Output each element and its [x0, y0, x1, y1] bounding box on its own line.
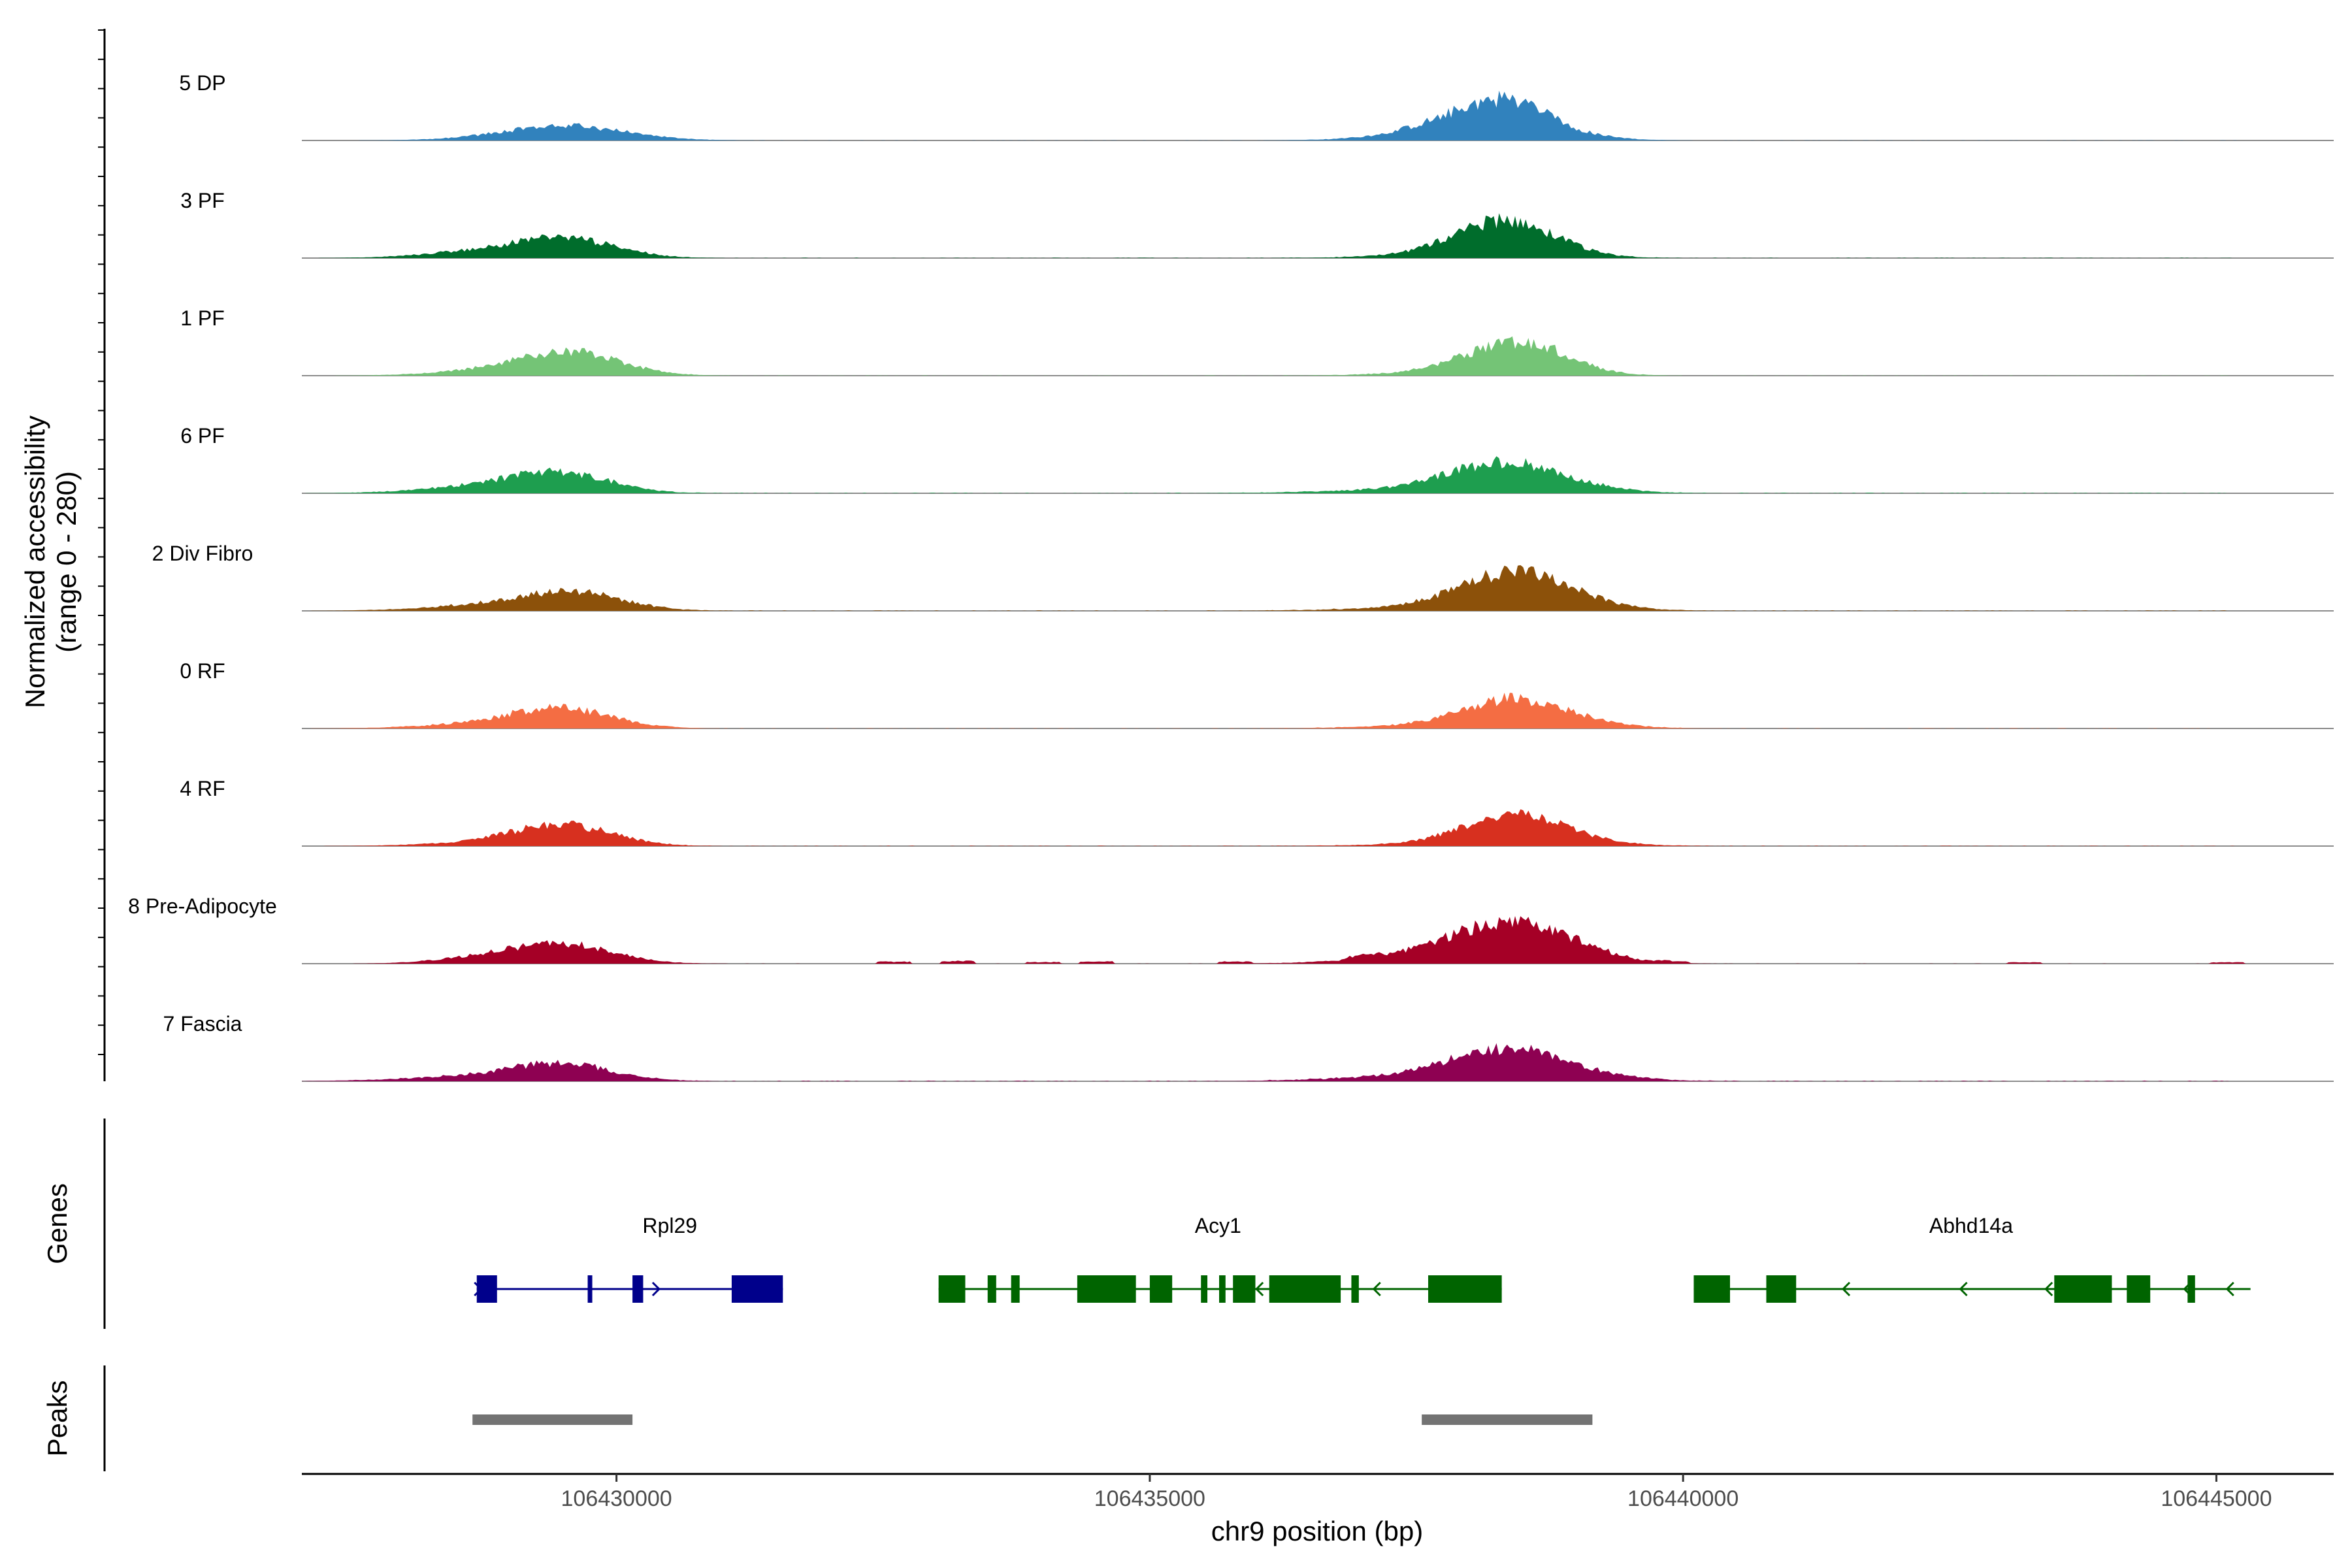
genes-title: Genes: [42, 1183, 73, 1264]
coverage-track-0-rf: 0 RF: [180, 659, 2334, 729]
coverage-area-1-pf: [302, 336, 2334, 376]
exon: [1428, 1275, 1502, 1303]
coverage-area-6-pf: [302, 456, 2334, 493]
coverage-panel: 5 DP 3 PF 1 PF 6 PF 2 Div Fibro 0 RF 4 RF 8 Pre…: [128, 71, 2334, 1082]
coverage-track-5-dp: 5 DP: [179, 71, 2334, 141]
exon: [1233, 1275, 1256, 1303]
exon: [1149, 1275, 1173, 1303]
coverage-area-7-fascia: [302, 1043, 2334, 1081]
gene-abhd14a: Abhd14a: [1693, 1214, 2251, 1303]
exon: [1269, 1275, 1341, 1303]
coverage-area-3-pf: [302, 213, 2334, 258]
gene-label-rpl29: Rpl29: [642, 1214, 697, 1237]
exon: [1201, 1275, 1208, 1303]
gene-label-abhd14a: Abhd14a: [1929, 1214, 2013, 1237]
exon: [987, 1275, 996, 1303]
coverage-track-8-pre-adipocyte: 8 Pre-Adipocyte: [128, 894, 2334, 964]
strand-arrow: [2044, 1281, 2053, 1297]
strand-arrow: [1084, 1281, 1093, 1297]
coverage-area-5-dp: [302, 90, 2334, 140]
peaks-panel: [472, 1414, 1593, 1425]
exon: [938, 1275, 966, 1303]
track-label-6-pf: 6 PF: [180, 424, 225, 448]
exon: [632, 1275, 644, 1303]
exon: [2187, 1275, 2195, 1303]
gene-acy1: Acy1: [938, 1214, 1502, 1303]
strand-arrow: [651, 1281, 661, 1297]
coverage-track-1-pf: 1 PF: [180, 306, 2334, 376]
gene-label-acy1: Acy1: [1195, 1214, 1241, 1237]
strand-arrow: [2183, 1281, 2192, 1297]
coverage-area-4-rf: [302, 809, 2334, 846]
exon: [2054, 1275, 2112, 1303]
track-label-7-fascia: 7 Fascia: [163, 1012, 242, 1036]
strand-arrow: [474, 1281, 483, 1297]
x-axis-title: chr9 position (bp): [1211, 1516, 1424, 1546]
peaks-title: Peaks: [42, 1380, 73, 1457]
track-label-5-dp: 5 DP: [179, 71, 225, 95]
exon: [1011, 1275, 1020, 1303]
coverage-y-axis: [98, 29, 106, 1081]
exon: [1766, 1275, 1797, 1303]
x-tick-label: 106435000: [1094, 1486, 1205, 1511]
coverage-track-2-div-fibro: 2 Div Fibro: [152, 542, 2334, 612]
x-tick-label: 106440000: [1627, 1486, 1739, 1511]
track-label-1-pf: 1 PF: [180, 306, 225, 330]
exon: [587, 1275, 593, 1303]
x-axis: 106430000 106435000 106440000 106445000: [302, 1473, 2334, 1511]
track-label-4-rf: 4 RF: [180, 777, 225, 800]
strand-arrow: [1372, 1281, 1381, 1297]
track-label-3-pf: 3 PF: [180, 189, 225, 212]
track-label-0-rf: 0 RF: [180, 659, 225, 683]
gene-rpl29: Rpl29: [474, 1214, 783, 1303]
x-tick-label: 106445000: [2161, 1486, 2272, 1511]
strand-arrow: [2225, 1281, 2234, 1297]
track-label-8-pre-adipocyte: 8 Pre-Adipocyte: [128, 894, 277, 918]
coverage-track-6-pf: 6 PF: [180, 424, 2334, 494]
exon: [1218, 1275, 1226, 1303]
coverage-ylabel-line1: Normalized accessibility: [20, 416, 50, 708]
exon: [1693, 1275, 1730, 1303]
coverage-area-8-pre-adipocyte: [302, 916, 2334, 964]
strand-arrow: [1959, 1281, 1968, 1297]
track-label-2-div-fibro: 2 Div Fibro: [152, 542, 253, 565]
exon: [731, 1275, 783, 1303]
coverage-area-0-rf: [302, 693, 2334, 728]
peak-region: [472, 1414, 633, 1425]
peak-region: [1422, 1414, 1593, 1425]
exon: [1351, 1275, 1359, 1303]
coverage-track-4-rf: 4 RF: [180, 777, 2334, 847]
coverage-track-7-fascia: 7 Fascia: [163, 1012, 2334, 1082]
coverage-track-3-pf: 3 PF: [180, 189, 2334, 259]
genes-panel: Rpl29 Acy1 Abhd14a: [474, 1214, 2251, 1303]
exon: [2127, 1275, 2151, 1303]
strand-arrow: [1841, 1281, 1851, 1297]
coverage-ylabel-line2: (range 0 - 280): [51, 471, 82, 653]
strand-arrow: [1255, 1281, 1264, 1297]
x-tick-label: 106430000: [561, 1486, 672, 1511]
coverage-area-2-div-fibro: [302, 565, 2334, 611]
